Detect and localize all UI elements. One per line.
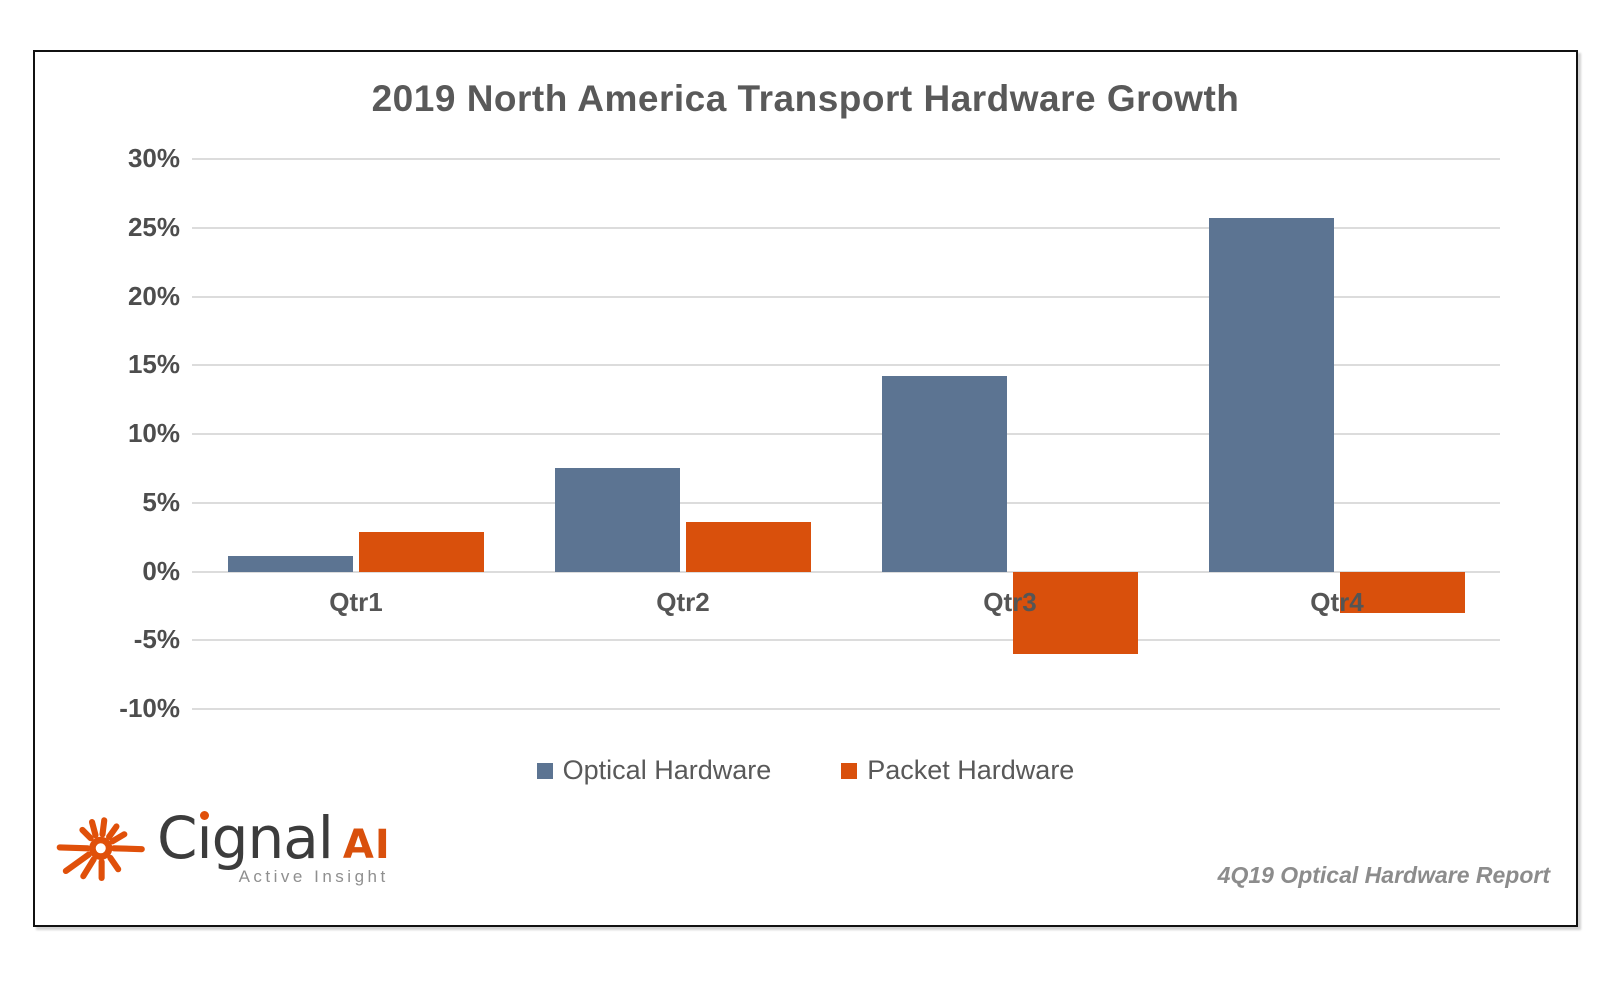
gridline: [192, 570, 1500, 573]
gridline: [192, 364, 1500, 367]
legend-item-optical: Optical Hardware: [536, 755, 772, 786]
gridline: [192, 639, 1500, 642]
bar-optical-hardware-qtr4: [1209, 218, 1334, 572]
gridline: [192, 295, 1500, 298]
y-axis-tick-label: 30%: [127, 143, 180, 173]
logo-tagline: Active Insight: [238, 866, 389, 886]
y-axis-tick-label: 25%: [127, 211, 180, 242]
legend-label-optical: Optical Hardware: [562, 755, 772, 785]
y-axis-tick-label: -5%: [133, 624, 180, 655]
optical-series-swatch-icon: [536, 762, 553, 779]
x-axis-category-label: Qtr1: [329, 586, 383, 617]
plot-area: 30% 25% 20% 15% 10% 5% 0% -5% -10% Qtr1 Qtr2 Qtr3 Qt…: [119, 145, 1500, 721]
laser-starburst-icon: [56, 817, 145, 881]
logo-i-letter: ı: [196, 804, 213, 872]
bar-optical-hardware-qtr1: [228, 556, 353, 572]
x-axis-category-label: Qtr3: [983, 586, 1037, 617]
bar-packet-hardware-qtr1: [359, 531, 484, 572]
gridline: [192, 433, 1500, 435]
cignal-ai-logo: Cı gnal AI Active Insight: [51, 808, 391, 906]
x-axis-category-label: Qtr2: [656, 586, 710, 617]
gridline: [192, 158, 1500, 160]
y-axis-tick-label: 20%: [127, 280, 180, 311]
legend-label-packet: Packet Hardware: [867, 755, 1075, 785]
x-axis-category-label: Qtr4: [1310, 586, 1364, 617]
y-axis-tick-label: 5%: [142, 486, 180, 517]
y-axis-tick-label: 0%: [142, 555, 180, 586]
bar-optical-hardware-qtr3: [882, 376, 1007, 572]
bar-packet-hardware-qtr4: [1340, 571, 1465, 613]
logo-i-dot-icon: [199, 811, 209, 820]
legend: Optical Hardware Packet Hardware: [35, 755, 1576, 786]
bar-optical-hardware-qtr2: [555, 468, 680, 572]
logo-text-block: Cı gnal AI Active Insight: [157, 808, 391, 887]
bar-packet-hardware-qtr3: [1013, 571, 1138, 654]
gridline: [192, 708, 1500, 710]
y-axis-tick-label: 15%: [127, 349, 180, 380]
chart-frame: 2019 North America Transport Hardware Gr…: [33, 50, 1578, 927]
gridline: [192, 226, 1500, 229]
report-label: 4Q19 Optical Hardware Report: [1217, 862, 1550, 888]
bar-packet-hardware-qtr2: [686, 522, 811, 572]
logo-wordmark: Cı gnal: [157, 804, 334, 872]
packet-series-swatch-icon: [841, 762, 858, 779]
logo-ai-suffix: AI: [342, 822, 391, 868]
chart-title: 2019 North America Transport Hardware Gr…: [371, 78, 1240, 119]
legend-item-packet: Packet Hardware: [841, 755, 1074, 786]
gridline: [192, 501, 1500, 504]
y-axis-tick-label: 10%: [127, 418, 180, 448]
y-axis-tick-label: -10%: [119, 693, 180, 723]
